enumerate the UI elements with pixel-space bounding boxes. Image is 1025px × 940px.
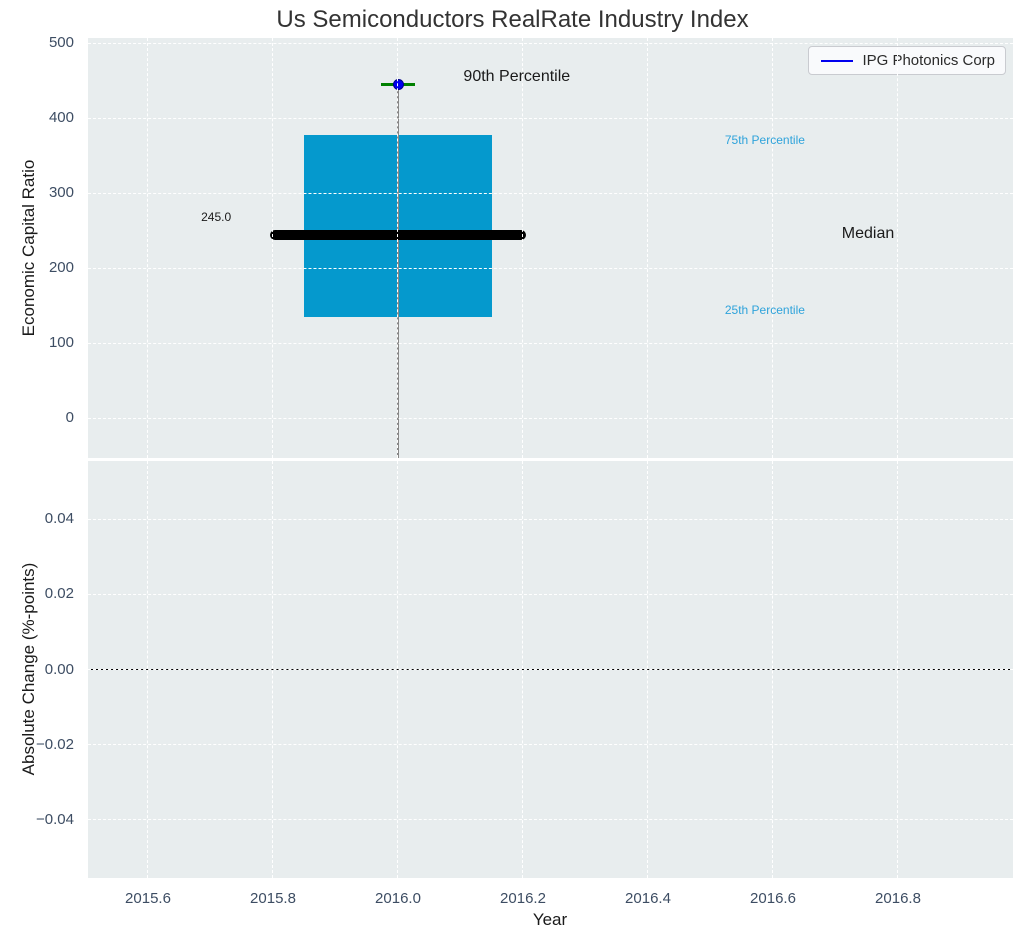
gridline-horizontal <box>88 668 1013 670</box>
gridline-vertical <box>522 38 524 458</box>
gridline-horizontal <box>88 518 1013 520</box>
legend-label: IPG Photonics Corp <box>862 52 995 69</box>
y-tick-label: 0.02 <box>44 585 74 603</box>
x-axis-label: Year <box>532 910 568 929</box>
y-tick-label: 100 <box>48 334 74 352</box>
gridline-horizontal <box>88 342 1013 344</box>
x-tick-label: 2016.6 <box>750 890 796 907</box>
y-tick-label: 0.04 <box>44 510 74 528</box>
legend-line-swatch <box>821 59 854 62</box>
gridline-vertical <box>647 38 649 458</box>
gridline-vertical <box>397 38 399 458</box>
annotation-245-0: 245.0 <box>201 210 232 225</box>
annotation-25th-percentile: 25th Percentile <box>724 303 805 318</box>
gridline-horizontal <box>88 117 1013 119</box>
y-tick-label: −0.02 <box>36 735 74 753</box>
gridline-vertical <box>897 38 899 458</box>
y-tick-label: 400 <box>48 109 74 127</box>
gridline-vertical <box>147 38 149 458</box>
gridline-horizontal <box>88 743 1013 745</box>
gridline-horizontal <box>88 42 1013 44</box>
gridline-horizontal <box>88 192 1013 194</box>
gridline-vertical <box>272 38 274 458</box>
annotation-median: Median <box>841 224 895 242</box>
chart-title: Us Semiconductors RealRate Industry Inde… <box>276 6 749 33</box>
x-tick-label: 2016.8 <box>875 890 921 907</box>
y-tick-label: −0.04 <box>36 810 74 828</box>
legend: IPG Photonics Corp <box>808 46 1006 75</box>
y-tick-label: 0 <box>65 409 74 427</box>
gridline-horizontal <box>88 819 1013 820</box>
x-tick-label: 2016.0 <box>375 890 421 907</box>
x-tick-label: 2016.4 <box>625 890 671 907</box>
annotation-90th-percentile: 90th Percentile <box>463 68 571 85</box>
gridline-horizontal <box>88 267 1013 269</box>
y-tick-label: 500 <box>48 34 74 52</box>
x-tick-label: 2015.8 <box>250 890 296 907</box>
x-tick-label: 2016.2 <box>500 890 546 907</box>
top-axes: IPG Photonics Corp <box>88 38 1013 458</box>
annotation-75th-percentile: 75th Percentile <box>724 133 805 147</box>
y-tick-label: 300 <box>48 184 74 202</box>
gridline-horizontal <box>88 417 1013 419</box>
gridline-horizontal <box>88 593 1013 595</box>
x-tick-label: 2015.6 <box>125 890 171 907</box>
y-tick-label: 200 <box>48 259 74 277</box>
gridline-vertical <box>772 38 774 458</box>
y-tick-label: 0.00 <box>44 660 74 678</box>
